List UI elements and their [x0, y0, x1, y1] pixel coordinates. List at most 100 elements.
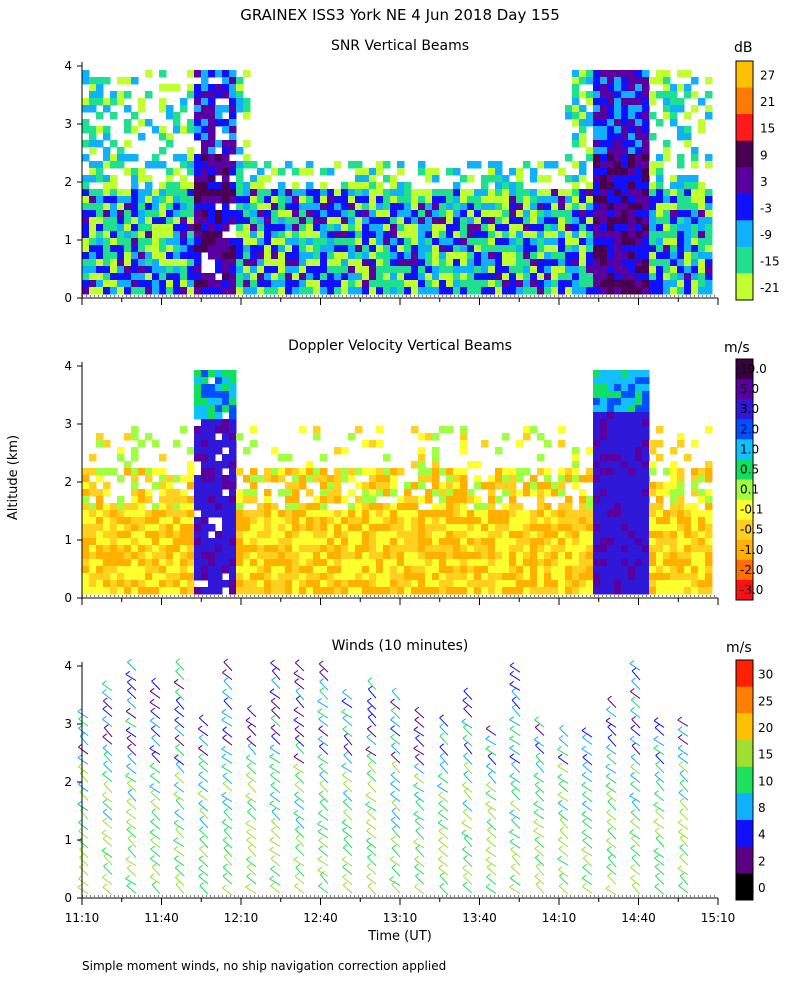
doppler-cell [488, 503, 496, 511]
doppler-cell [635, 503, 643, 511]
doppler-cell [355, 482, 363, 490]
doppler-cell [670, 559, 678, 567]
snr-cell [621, 273, 629, 281]
doppler-cell [614, 538, 622, 546]
wind-barb [679, 875, 689, 886]
snr-cell [117, 98, 125, 106]
wind-barb [271, 670, 281, 681]
snr-cell [544, 217, 552, 225]
doppler-cell [89, 510, 97, 518]
wind-barb-flag [199, 815, 205, 820]
snr-cell [656, 203, 664, 211]
doppler-cell [243, 545, 251, 553]
snr-cell [411, 224, 419, 232]
doppler-cell [572, 510, 580, 518]
colorbar-label: 4 [758, 828, 766, 842]
doppler-cell [474, 566, 482, 574]
doppler-cell [320, 468, 328, 476]
snr-cell [348, 189, 356, 197]
wind-barb-flag [246, 735, 252, 740]
doppler-cell [607, 377, 615, 385]
wind-barb [629, 795, 641, 803]
snr-cell [82, 245, 90, 253]
y-tick-label: 1 [64, 833, 72, 847]
snr-cell [425, 252, 433, 260]
doppler-cell [705, 538, 713, 546]
wind-barb [559, 875, 569, 886]
snr-cell [418, 273, 426, 281]
colorbar-swatch [736, 820, 753, 848]
doppler-cell [607, 517, 615, 525]
doppler-cell [194, 482, 202, 490]
wind-barb-flag [511, 687, 517, 692]
snr-cell [348, 203, 356, 211]
wind-barb-flag [269, 846, 274, 851]
snr-cell [614, 231, 622, 239]
wind-barb [126, 765, 137, 775]
doppler-cell [586, 559, 594, 567]
snr-cell [362, 287, 370, 295]
snr-cell [600, 175, 608, 183]
snr-cell [635, 140, 643, 148]
wind-barb-flag [606, 837, 611, 842]
wind-barb [655, 763, 665, 774]
snr-cell [215, 231, 223, 239]
doppler-cell [201, 398, 209, 406]
snr-cell [208, 238, 216, 246]
snr-cell [418, 266, 426, 274]
snr-cell [166, 84, 174, 92]
doppler-cell [257, 517, 265, 525]
doppler-cell [166, 510, 174, 518]
doppler-cell [670, 517, 678, 525]
doppler-cell [516, 503, 524, 511]
doppler-cell [572, 454, 580, 462]
colorbar-label: 15 [760, 122, 775, 136]
snr-cell [432, 196, 440, 204]
doppler-cell [201, 377, 209, 385]
snr-cell [173, 238, 181, 246]
snr-cell [271, 231, 279, 239]
wind-barb [295, 744, 305, 755]
snr-cell [404, 259, 412, 267]
doppler-cell [327, 531, 335, 539]
doppler-cell [474, 587, 482, 595]
snr-cell [642, 133, 650, 141]
doppler-cell [656, 496, 664, 504]
wind-barb [630, 867, 641, 876]
wind-barb [197, 728, 209, 737]
snr-cell [124, 245, 132, 253]
snr-cell [684, 203, 692, 211]
snr-cell [621, 196, 629, 204]
doppler-cell [481, 566, 489, 574]
doppler-cell [299, 538, 307, 546]
doppler-cell [474, 482, 482, 490]
snr-cell [467, 196, 475, 204]
snr-cell [663, 231, 671, 239]
snr-cell [418, 168, 426, 176]
wind-barb-flag [365, 746, 371, 750]
snr-cell [362, 238, 370, 246]
doppler-cell [432, 454, 440, 462]
wind-barb [199, 838, 209, 849]
snr-cell [306, 182, 314, 190]
wind-barb-flag [607, 798, 613, 802]
snr-cell [502, 231, 510, 239]
snr-cell [663, 203, 671, 211]
wind-barb-flag [247, 780, 253, 785]
snr-cell [159, 245, 167, 253]
wind-barb-flag [655, 834, 661, 839]
snr-cell [551, 266, 559, 274]
doppler-cell [544, 538, 552, 546]
wind-barb [222, 866, 233, 876]
snr-cell [152, 154, 160, 162]
wind-barb-flag [679, 797, 685, 802]
doppler-cell [432, 503, 440, 511]
snr-cell [82, 287, 90, 295]
doppler-cell [593, 419, 601, 427]
doppler-cell [236, 566, 244, 574]
wind-barb-flag [294, 781, 300, 785]
wind-barb [342, 717, 353, 727]
doppler-cell [656, 538, 664, 546]
doppler-cell [698, 580, 706, 588]
